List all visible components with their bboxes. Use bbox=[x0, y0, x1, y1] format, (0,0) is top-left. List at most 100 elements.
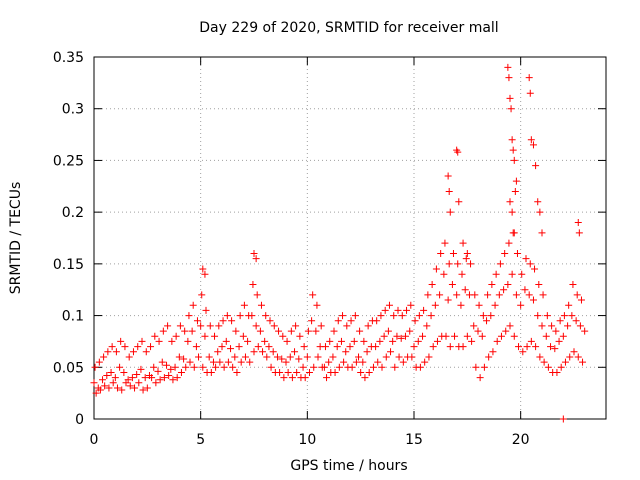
data-point bbox=[476, 374, 484, 382]
data-point bbox=[90, 379, 98, 387]
axis-ticks bbox=[93, 56, 606, 420]
data-point bbox=[235, 343, 243, 351]
data-point bbox=[472, 363, 480, 371]
data-point bbox=[457, 301, 465, 309]
data-point bbox=[173, 374, 181, 382]
data-point bbox=[441, 239, 449, 247]
data-point bbox=[211, 332, 219, 340]
data-point bbox=[197, 322, 205, 330]
data-point bbox=[458, 270, 466, 278]
data-point bbox=[252, 255, 260, 263]
data-point bbox=[184, 337, 192, 345]
data-point bbox=[508, 270, 516, 278]
data-point bbox=[220, 363, 228, 371]
data-point bbox=[461, 286, 469, 294]
data-point bbox=[284, 368, 292, 376]
data-point bbox=[561, 358, 569, 366]
data-point bbox=[455, 198, 463, 206]
y-tick-label: 0.2 bbox=[62, 205, 84, 221]
data-point bbox=[254, 343, 262, 351]
data-point bbox=[445, 187, 453, 195]
data-point bbox=[496, 260, 504, 268]
data-point bbox=[198, 291, 206, 299]
data-point bbox=[381, 306, 389, 314]
data-point bbox=[231, 353, 239, 361]
x-tick-label: 15 bbox=[405, 432, 423, 448]
data-point bbox=[185, 312, 193, 320]
data-point bbox=[437, 250, 445, 258]
data-point bbox=[540, 358, 548, 366]
data-point bbox=[467, 260, 475, 268]
data-point bbox=[164, 322, 172, 330]
data-point bbox=[116, 363, 124, 371]
data-point bbox=[223, 312, 231, 320]
data-point bbox=[384, 327, 392, 335]
data-point bbox=[265, 343, 273, 351]
data-point bbox=[577, 296, 585, 304]
data-point bbox=[321, 343, 329, 351]
data-point bbox=[480, 363, 488, 371]
data-point bbox=[172, 332, 180, 340]
data-point bbox=[380, 332, 388, 340]
data-point bbox=[526, 89, 534, 97]
data-point bbox=[253, 291, 261, 299]
data-point bbox=[560, 312, 568, 320]
data-point bbox=[478, 332, 486, 340]
data-point bbox=[107, 368, 115, 376]
data-point bbox=[186, 358, 194, 366]
data-point bbox=[300, 343, 308, 351]
data-point bbox=[406, 327, 414, 335]
data-point bbox=[442, 332, 450, 340]
data-point bbox=[515, 343, 523, 351]
data-point bbox=[365, 368, 373, 376]
data-point bbox=[288, 374, 296, 382]
data-point bbox=[278, 355, 286, 363]
data-point bbox=[131, 384, 139, 392]
data-point bbox=[488, 281, 496, 289]
data-point bbox=[150, 363, 158, 371]
data-point bbox=[542, 332, 550, 340]
data-point bbox=[475, 301, 483, 309]
data-point bbox=[133, 371, 141, 379]
data-point bbox=[169, 376, 177, 384]
data-point bbox=[399, 358, 407, 366]
data-point bbox=[356, 327, 364, 335]
x-tick-label: 10 bbox=[298, 432, 316, 448]
data-point bbox=[156, 376, 164, 384]
data-point bbox=[329, 353, 337, 361]
data-point bbox=[389, 337, 397, 345]
data-point bbox=[222, 337, 230, 345]
data-point bbox=[343, 322, 351, 330]
data-point bbox=[506, 322, 514, 330]
data-point bbox=[323, 374, 331, 382]
data-point bbox=[212, 363, 220, 371]
data-point bbox=[331, 368, 339, 376]
x-axis-label: GPS time / hours bbox=[290, 458, 407, 474]
data-point bbox=[419, 332, 427, 340]
data-point bbox=[459, 343, 467, 351]
data-point bbox=[165, 372, 173, 380]
data-point bbox=[171, 363, 179, 371]
data-point bbox=[446, 343, 454, 351]
data-point bbox=[182, 363, 190, 371]
data-point bbox=[326, 337, 334, 345]
data-point bbox=[333, 343, 341, 351]
data-point bbox=[205, 353, 213, 361]
data-point bbox=[227, 345, 235, 353]
data-point bbox=[250, 250, 258, 258]
data-point bbox=[487, 312, 495, 320]
data-point bbox=[317, 322, 325, 330]
data-point bbox=[483, 317, 491, 325]
data-point bbox=[512, 177, 520, 185]
data-point bbox=[509, 146, 517, 154]
data-point bbox=[249, 281, 257, 289]
data-point bbox=[176, 322, 184, 330]
data-point bbox=[433, 337, 441, 345]
data-point bbox=[444, 296, 452, 304]
data-point bbox=[160, 374, 168, 382]
data-point bbox=[120, 368, 128, 376]
data-point bbox=[348, 363, 356, 371]
data-point bbox=[270, 322, 278, 330]
data-point bbox=[462, 255, 470, 263]
